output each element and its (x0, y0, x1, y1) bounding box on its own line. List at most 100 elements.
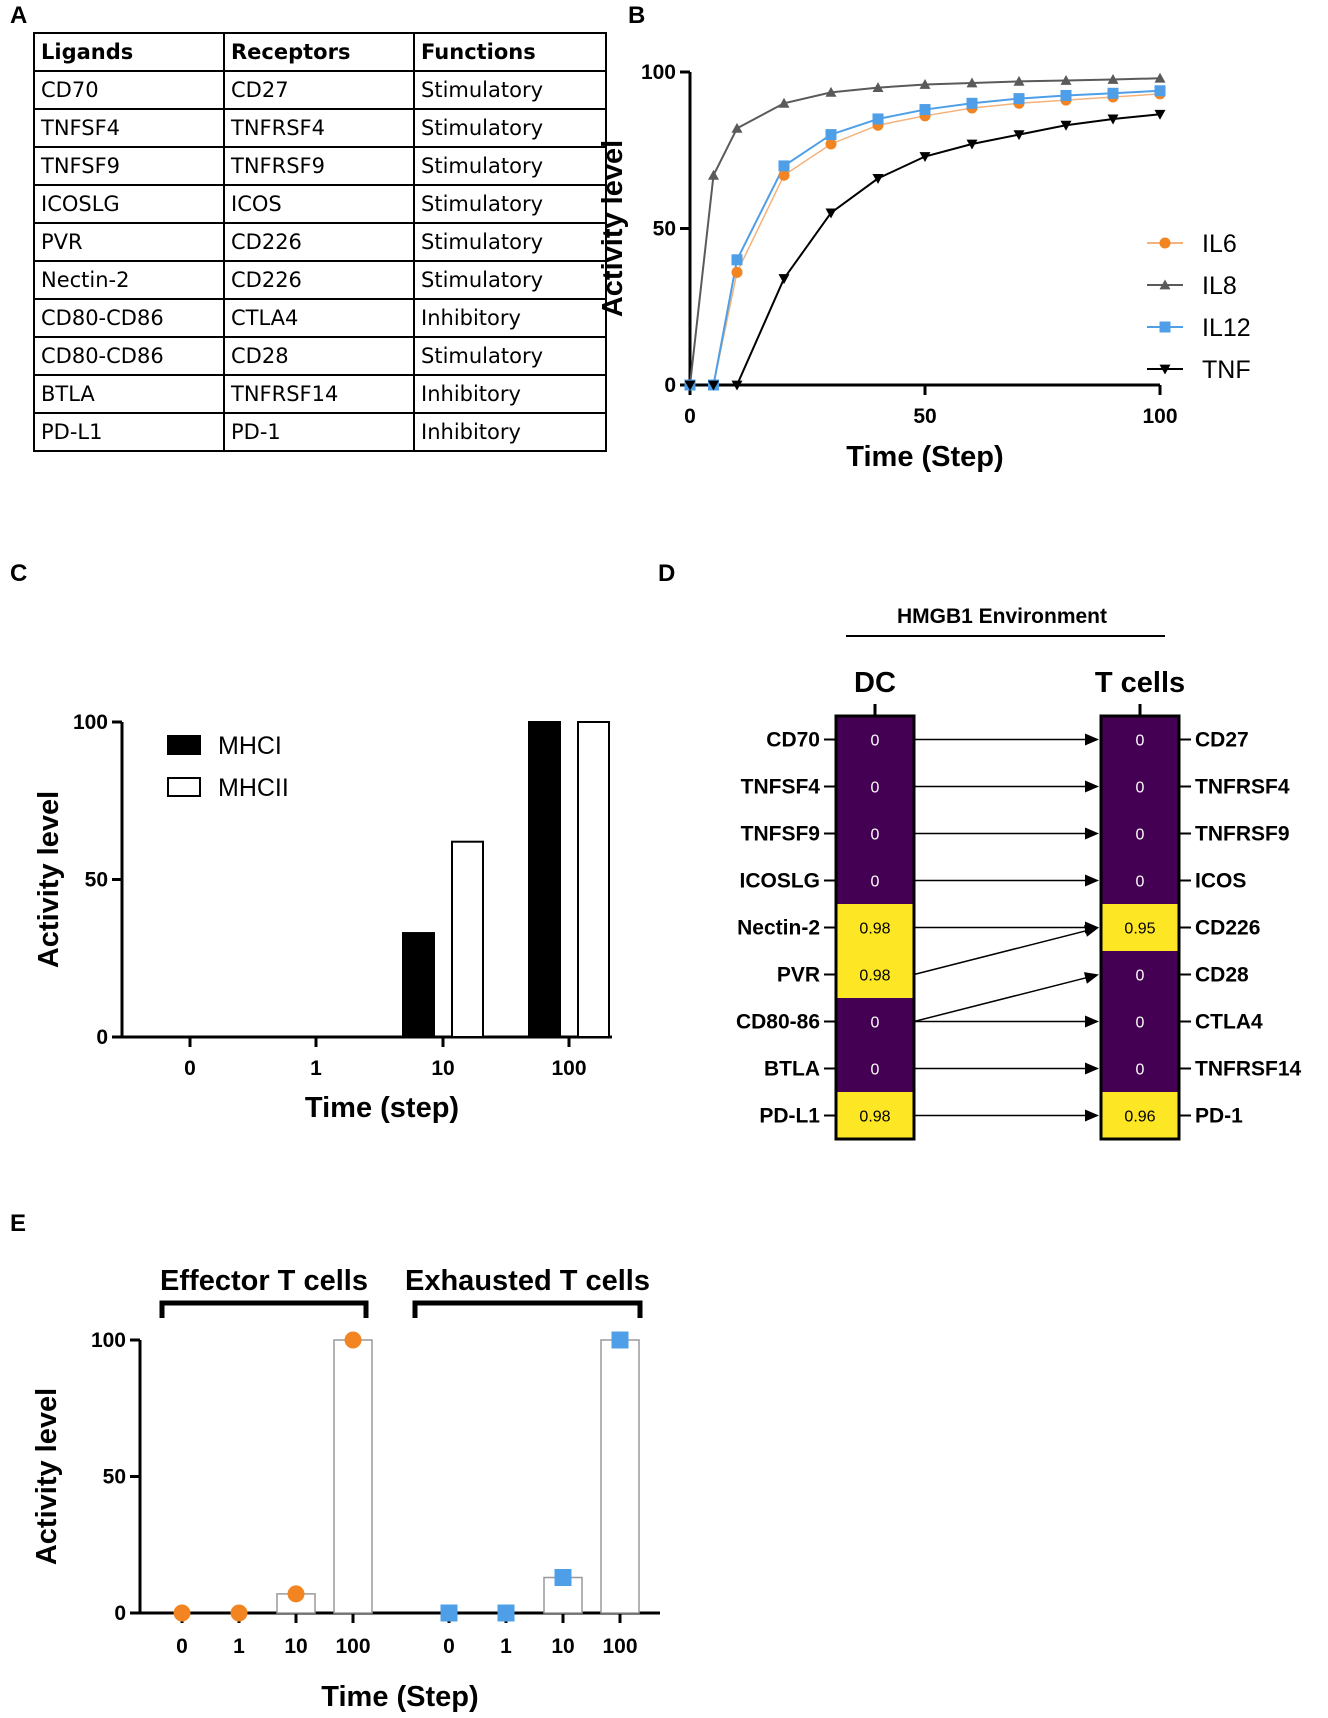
d-receptor-cell (1101, 763, 1179, 810)
d-receptor-label: CD27 (1195, 729, 1249, 752)
b-point-il8 (1060, 74, 1072, 85)
b-legend-marker (1159, 279, 1171, 290)
function-cell: Inhibitory (413, 298, 607, 338)
e-point-effector (344, 1331, 362, 1349)
panel-label-c: C (10, 560, 28, 587)
d-ligand-value: 0 (871, 827, 880, 844)
ligand-cell: Nectin-2 (33, 260, 225, 300)
b-y-tick-label: 50 (653, 218, 676, 241)
b-point-il12 (1107, 87, 1119, 99)
header-ligands: Ligands (33, 32, 225, 72)
c-x-tick-label: 1 (310, 1057, 322, 1080)
d-receptor-label: PD-1 (1195, 1105, 1243, 1128)
ligand-cell: PVR (33, 222, 225, 262)
d-link-arrowhead (1083, 972, 1099, 984)
e-group-title: Effector T cells (160, 1265, 368, 1297)
e-x-tick-label: 0 (176, 1635, 188, 1658)
c-x-tick-label: 0 (184, 1057, 196, 1080)
b-legend-label: IL12 (1202, 314, 1251, 342)
b-point-il12 (1060, 89, 1072, 101)
b-point-il8 (1154, 72, 1166, 83)
d-receptor-label: CD28 (1195, 964, 1249, 987)
ligand-cell: CD80-CD86 (33, 298, 225, 338)
panel-label-d: D (658, 560, 676, 587)
d-receptor-label: CTLA4 (1195, 1011, 1263, 1034)
d-receptor-cell (1101, 810, 1179, 857)
table-header-row: Ligands Receptors Functions (33, 32, 607, 72)
d-receptor-value: 0 (1136, 968, 1145, 985)
d-receptor-value: 0 (1136, 1062, 1145, 1079)
d-link-arrowhead (1085, 780, 1099, 793)
d-receptor-value: 0.96 (1124, 1109, 1155, 1126)
ligand-receptor-table: Ligands Receptors Functions CD70 CD27 Stim… (33, 32, 607, 452)
d-receptor-cell (1101, 1092, 1179, 1139)
e-x-tick-label: 10 (284, 1635, 307, 1658)
b-point-il12 (825, 129, 837, 141)
table-row: PVR CD226 Stimulatory (33, 222, 607, 262)
d-receptor-label: TNFRSF9 (1195, 823, 1290, 846)
c-y-tick-label: 0 (96, 1026, 108, 1049)
table-row: TNFSF4 TNFRSF4 Stimulatory (33, 108, 607, 148)
e-point-effector (230, 1604, 248, 1622)
b-x-tick-label: 0 (684, 405, 696, 428)
d-ligand-cell (836, 810, 914, 857)
header-receptors: Receptors (223, 32, 415, 72)
d-receptor-value: 0.95 (1124, 921, 1155, 938)
d-right-header: T cells (1095, 667, 1185, 699)
d-ligand-label: CD70 (766, 729, 820, 752)
c-y-tick-label: 100 (73, 711, 108, 734)
d-ligand-label: PD-L1 (759, 1105, 820, 1128)
d-receptor-value: 0 (1136, 780, 1145, 797)
ligand-cell: CD70 (33, 70, 225, 110)
d-receptor-label: ICOS (1195, 870, 1246, 893)
b-point-tnf (1154, 109, 1166, 120)
b-legend-marker (1159, 237, 1171, 249)
d-link-arrowhead (1085, 874, 1099, 887)
c-x-tick-label: 10 (431, 1057, 454, 1080)
d-receptor-value: 0 (1136, 827, 1145, 844)
d-ligand-label: PVR (777, 964, 820, 987)
receptor-cell: TNFRSF14 (223, 374, 415, 414)
b-point-tnf (1060, 120, 1072, 131)
d-receptor-label: TNFRSF4 (1195, 776, 1290, 799)
b-x-axis-title: Time (Step) (846, 441, 1003, 473)
d-title: HMGB1 Environment (897, 605, 1107, 628)
receptor-cell: PD-1 (223, 412, 415, 452)
d-receptor-cell (1101, 1045, 1179, 1092)
d-link-arrowhead (1085, 1015, 1099, 1028)
d-ligand-label: CD80-86 (736, 1011, 820, 1034)
b-y-tick-label: 0 (664, 374, 676, 397)
d-receptor-value: 0 (1136, 874, 1145, 891)
d-ligand-label: TNFSF9 (741, 823, 820, 846)
e-point-exhausted (440, 1604, 458, 1622)
b-legend-label: IL6 (1202, 230, 1237, 258)
function-cell: Inhibitory (413, 412, 607, 452)
table-row: CD70 CD27 Stimulatory (33, 70, 607, 110)
ligand-cell: PD-L1 (33, 412, 225, 452)
e-x-tick-label: 10 (551, 1635, 574, 1658)
receptor-cell: TNFRSF4 (223, 108, 415, 148)
d-ligand-label: ICOSLG (739, 870, 820, 893)
e-point-exhausted (497, 1604, 515, 1622)
function-cell: Stimulatory (413, 70, 607, 110)
d-left-header: DC (854, 667, 896, 699)
b-point-il8 (966, 77, 978, 88)
b-point-tnf (825, 208, 837, 219)
b-point-tnf (919, 152, 931, 163)
d-ligand-value: 0.98 (859, 1109, 890, 1126)
b-point-il12 (1013, 93, 1025, 105)
function-cell: Inhibitory (413, 374, 607, 414)
function-cell: Stimulatory (413, 260, 607, 300)
function-cell: Stimulatory (413, 108, 607, 148)
b-point-il12 (731, 254, 743, 266)
d-link-line (913, 929, 1088, 976)
b-legend-marker (1159, 364, 1171, 375)
d-receptor-value: 0 (1136, 733, 1145, 750)
c-legend-swatch (167, 735, 201, 755)
b-series-line-il8 (689, 77, 1161, 386)
c-bar-mhci (528, 721, 561, 1038)
function-cell: Stimulatory (413, 336, 607, 376)
d-link-arrowhead (1083, 925, 1099, 937)
d-ligand-value: 0.98 (859, 921, 890, 938)
